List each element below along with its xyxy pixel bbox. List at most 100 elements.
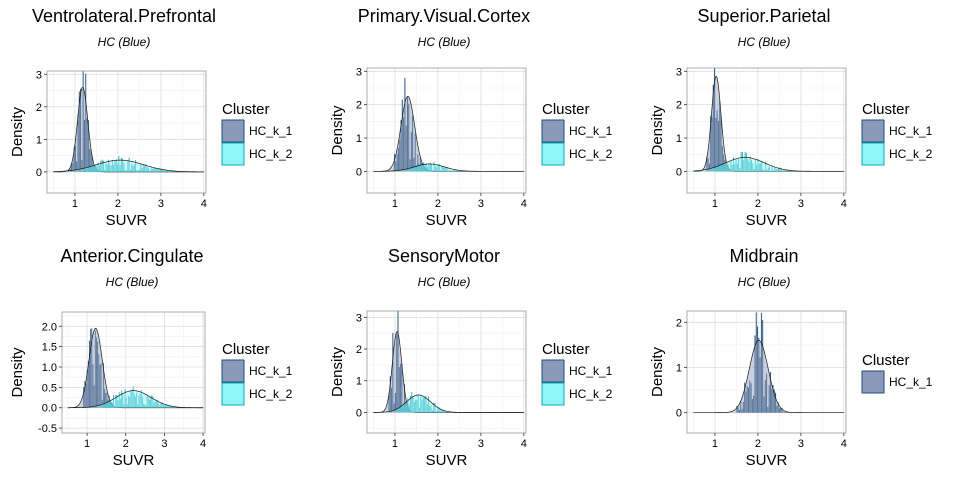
histogram-bar <box>719 101 721 172</box>
x-tick-label: 4 <box>201 198 207 210</box>
histogram-bar <box>767 167 769 172</box>
density-area-HC_k_2 <box>367 164 524 172</box>
density-area-HC_k_2 <box>47 160 204 172</box>
histogram-bar <box>405 125 407 172</box>
histogram-bar <box>118 155 120 172</box>
histogram-bar <box>425 163 427 172</box>
histogram-bar <box>136 170 138 172</box>
histogram-bar <box>756 164 758 172</box>
y-tick-label: 1 <box>676 362 682 374</box>
histogram-bar <box>129 396 131 408</box>
y-tick-label: 1.0 <box>42 362 57 374</box>
histogram-bar <box>160 169 162 172</box>
y-axis-label: Density <box>9 106 26 157</box>
panel-primary-visual-cortex: Primary.Visual.Cortex HC (Blue) 1 2 3 4 0 1 2 3 SU… <box>329 6 613 229</box>
histogram-bar <box>429 162 431 172</box>
histogram-bar <box>428 164 430 172</box>
histogram-bar <box>119 165 121 172</box>
panel-sensorymotor: SensoryMotor HC (Blue) 1 2 3 4 0 1 2 3 SUVR Density… <box>329 246 613 469</box>
histogram-bar <box>139 393 141 408</box>
histogram-bar <box>154 167 156 172</box>
x-tick-label: 4 <box>841 438 847 450</box>
histogram-bar <box>430 405 432 413</box>
histogram-bar <box>72 162 74 172</box>
histogram-bar <box>121 390 122 408</box>
histogram-bar <box>732 157 734 172</box>
histogram-bar <box>449 169 451 172</box>
y-tick-label: 0.0 <box>42 403 57 415</box>
histogram-bar <box>103 402 105 408</box>
histogram-bar <box>410 131 412 172</box>
x-tick-label: 1 <box>72 198 78 210</box>
x-axis-label: SUVR <box>106 212 148 229</box>
legend-key-HC_k_1 <box>221 119 245 143</box>
histogram-bar <box>768 385 770 413</box>
histogram-bar <box>84 166 86 172</box>
histogram-bar <box>744 382 746 413</box>
histogram-bar <box>792 170 794 172</box>
histogram-bar <box>444 411 446 413</box>
histogram-bar <box>411 168 413 172</box>
histogram-bar <box>422 396 424 413</box>
histogram-bar <box>458 169 460 172</box>
histogram-bar <box>723 163 725 172</box>
panel-subtitle: HC (Blue) <box>738 35 791 49</box>
histogram-bar <box>783 170 785 172</box>
histogram-bar <box>93 385 95 408</box>
histogram-bar <box>399 408 401 413</box>
plot-border <box>366 310 527 434</box>
histogram-bar <box>172 405 174 408</box>
histogram-bar <box>77 114 79 172</box>
histogram-bar <box>153 402 155 408</box>
histogram-bar <box>158 403 160 408</box>
histogram-bar <box>722 166 724 172</box>
y-tick-label: 2 <box>356 344 362 356</box>
legend-key-HC_k_1 <box>861 119 885 143</box>
histogram-bar <box>113 395 114 408</box>
histogram-bar <box>778 408 780 413</box>
y-tick-label: 1 <box>356 376 362 388</box>
plot-background <box>62 312 205 433</box>
histogram-bar <box>74 145 76 172</box>
histogram-bar <box>734 164 736 172</box>
legend-title: Cluster <box>542 101 590 118</box>
histogram-bar <box>440 409 442 413</box>
histogram-bar <box>443 409 445 413</box>
histogram-bar <box>150 397 151 408</box>
histogram-bar <box>411 391 413 413</box>
histogram-bar <box>729 168 731 172</box>
plot-area <box>687 68 844 172</box>
histogram-bar <box>407 169 409 172</box>
plot-background <box>367 68 526 193</box>
histogram-bar <box>419 157 421 172</box>
histogram-bar <box>794 171 796 172</box>
x-tick-label: 3 <box>478 438 484 450</box>
histogram-bar <box>396 333 398 413</box>
histogram-bar <box>747 158 749 172</box>
y-tick-label: 3 <box>36 69 42 81</box>
histogram-bar <box>95 165 97 172</box>
histogram-bar <box>738 409 740 413</box>
histogram-bar <box>157 400 158 408</box>
legend: Cluster HC_k_1 HC_k_2 <box>221 341 293 406</box>
histogram-bar <box>748 387 750 413</box>
histogram-bar <box>769 371 771 413</box>
legend-key-HC_k_2 <box>221 142 245 166</box>
histogram-bar <box>91 328 93 408</box>
histogram-bar <box>415 167 417 172</box>
legend-label: HC_k_2 <box>249 147 293 161</box>
histogram-bar <box>423 162 425 172</box>
histogram-bar <box>739 167 741 172</box>
histogram-bar <box>754 335 756 413</box>
histogram-bar <box>721 146 723 172</box>
histogram-bar <box>400 120 402 172</box>
legend-title: Cluster <box>222 341 270 358</box>
x-tick-label: 3 <box>161 438 167 450</box>
histogram-bar <box>409 159 411 172</box>
density-curve-HC_k_2 <box>67 390 204 409</box>
plot-area <box>47 71 204 173</box>
histogram-bar <box>435 411 437 413</box>
density-area-HC_k_2 <box>62 390 204 408</box>
histogram-bar <box>120 157 122 172</box>
y-axis-label: Density <box>649 346 666 397</box>
